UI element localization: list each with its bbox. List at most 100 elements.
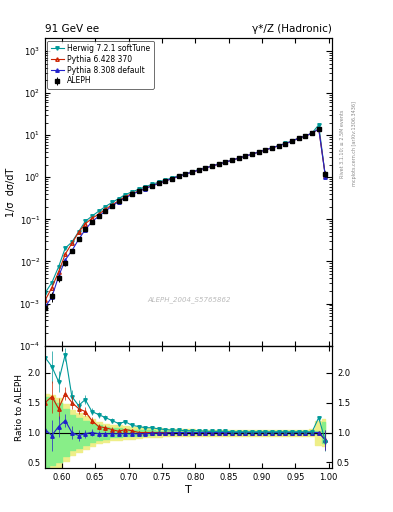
Herwig 7.2.1 softTune: [316, 122, 321, 128]
Herwig 7.2.1 softTune: [143, 184, 148, 190]
Pythia 6.428 370: [196, 167, 201, 173]
Pythia 8.308 default: [136, 188, 141, 195]
Herwig 7.2.1 softTune: [43, 290, 48, 296]
Herwig 7.2.1 softTune: [290, 138, 294, 144]
Herwig 7.2.1 softTune: [216, 161, 221, 167]
Pythia 6.428 370: [83, 221, 88, 227]
Pythia 6.428 370: [270, 145, 274, 151]
Pythia 8.308 default: [96, 214, 101, 220]
Pythia 6.428 370: [243, 153, 248, 159]
Pythia 8.308 default: [196, 167, 201, 173]
Pythia 8.308 default: [250, 151, 254, 157]
Pythia 8.308 default: [290, 138, 294, 144]
Pythia 8.308 default: [276, 143, 281, 149]
Pythia 8.308 default: [270, 145, 274, 151]
Pythia 8.308 default: [156, 180, 161, 186]
Herwig 7.2.1 softTune: [116, 196, 121, 202]
Pythia 6.428 370: [189, 169, 194, 175]
Pythia 8.308 default: [303, 133, 308, 139]
Pythia 8.308 default: [283, 141, 288, 147]
Legend: Herwig 7.2.1 softTune, Pythia 6.428 370, Pythia 8.308 default, ALEPH: Herwig 7.2.1 softTune, Pythia 6.428 370,…: [48, 40, 154, 89]
Pythia 8.308 default: [116, 199, 121, 205]
Pythia 8.308 default: [163, 178, 168, 184]
Line: Pythia 6.428 370: Pythia 6.428 370: [44, 127, 327, 302]
Pythia 8.308 default: [103, 208, 108, 214]
Pythia 8.308 default: [63, 257, 68, 263]
Pythia 8.308 default: [176, 174, 181, 180]
Pythia 6.428 370: [43, 297, 48, 303]
Herwig 7.2.1 softTune: [256, 149, 261, 155]
Pythia 6.428 370: [316, 126, 321, 132]
Pythia 6.428 370: [63, 251, 68, 258]
Pythia 8.308 default: [130, 191, 134, 198]
Pythia 6.428 370: [203, 165, 208, 171]
Herwig 7.2.1 softTune: [310, 130, 314, 136]
Pythia 8.308 default: [76, 237, 81, 243]
Pythia 8.308 default: [189, 169, 194, 175]
Pythia 8.308 default: [236, 155, 241, 161]
Pythia 6.428 370: [209, 163, 214, 169]
Herwig 7.2.1 softTune: [170, 175, 174, 181]
Pythia 8.308 default: [43, 304, 48, 310]
Pythia 8.308 default: [90, 219, 94, 225]
Pythia 6.428 370: [150, 183, 154, 189]
Pythia 8.308 default: [110, 203, 114, 209]
Herwig 7.2.1 softTune: [276, 142, 281, 148]
Pythia 8.308 default: [123, 195, 128, 201]
Pythia 6.428 370: [76, 229, 81, 236]
Pythia 6.428 370: [103, 206, 108, 212]
Herwig 7.2.1 softTune: [223, 159, 228, 165]
Herwig 7.2.1 softTune: [296, 135, 301, 141]
Herwig 7.2.1 softTune: [63, 245, 68, 251]
Herwig 7.2.1 softTune: [130, 189, 134, 195]
Herwig 7.2.1 softTune: [50, 280, 54, 286]
Line: Herwig 7.2.1 softTune: Herwig 7.2.1 softTune: [44, 123, 327, 294]
Pythia 8.308 default: [230, 157, 234, 163]
Pythia 6.428 370: [50, 285, 54, 291]
Pythia 6.428 370: [303, 133, 308, 139]
Pythia 6.428 370: [290, 138, 294, 144]
Herwig 7.2.1 softTune: [90, 213, 94, 219]
Herwig 7.2.1 softTune: [270, 144, 274, 151]
Herwig 7.2.1 softTune: [123, 191, 128, 198]
Pythia 6.428 370: [130, 190, 134, 197]
Pythia 8.308 default: [243, 153, 248, 159]
Pythia 8.308 default: [203, 165, 208, 171]
Pythia 8.308 default: [263, 147, 268, 153]
Text: ALEPH_2004_S5765862: ALEPH_2004_S5765862: [147, 296, 230, 303]
Herwig 7.2.1 softTune: [110, 199, 114, 205]
Herwig 7.2.1 softTune: [176, 173, 181, 179]
Herwig 7.2.1 softTune: [83, 218, 88, 224]
Herwig 7.2.1 softTune: [196, 166, 201, 173]
Herwig 7.2.1 softTune: [76, 229, 81, 235]
Pythia 6.428 370: [163, 178, 168, 184]
Text: Rivet 3.1.10; ≥ 2.5M events: Rivet 3.1.10; ≥ 2.5M events: [340, 109, 345, 178]
Pythia 6.428 370: [116, 198, 121, 204]
Herwig 7.2.1 softTune: [283, 140, 288, 146]
Herwig 7.2.1 softTune: [156, 179, 161, 185]
Pythia 6.428 370: [170, 176, 174, 182]
Pythia 6.428 370: [263, 147, 268, 153]
Herwig 7.2.1 softTune: [203, 165, 208, 171]
Pythia 8.308 default: [310, 130, 314, 136]
Herwig 7.2.1 softTune: [236, 155, 241, 161]
Pythia 8.308 default: [223, 159, 228, 165]
Herwig 7.2.1 softTune: [209, 163, 214, 169]
Herwig 7.2.1 softTune: [96, 208, 101, 215]
Pythia 8.308 default: [183, 171, 188, 177]
Y-axis label: Ratio to ALEPH: Ratio to ALEPH: [15, 374, 24, 440]
Pythia 6.428 370: [96, 211, 101, 218]
Pythia 8.308 default: [323, 174, 328, 180]
Pythia 6.428 370: [90, 216, 94, 222]
Pythia 6.428 370: [176, 174, 181, 180]
Pythia 6.428 370: [156, 180, 161, 186]
Pythia 8.308 default: [296, 135, 301, 141]
Text: 91 GeV ee: 91 GeV ee: [45, 24, 99, 34]
Herwig 7.2.1 softTune: [150, 181, 154, 187]
Pythia 8.308 default: [83, 227, 88, 233]
Herwig 7.2.1 softTune: [163, 177, 168, 183]
Herwig 7.2.1 softTune: [183, 170, 188, 177]
Pythia 8.308 default: [70, 248, 74, 254]
Herwig 7.2.1 softTune: [189, 168, 194, 175]
X-axis label: T: T: [185, 485, 192, 495]
